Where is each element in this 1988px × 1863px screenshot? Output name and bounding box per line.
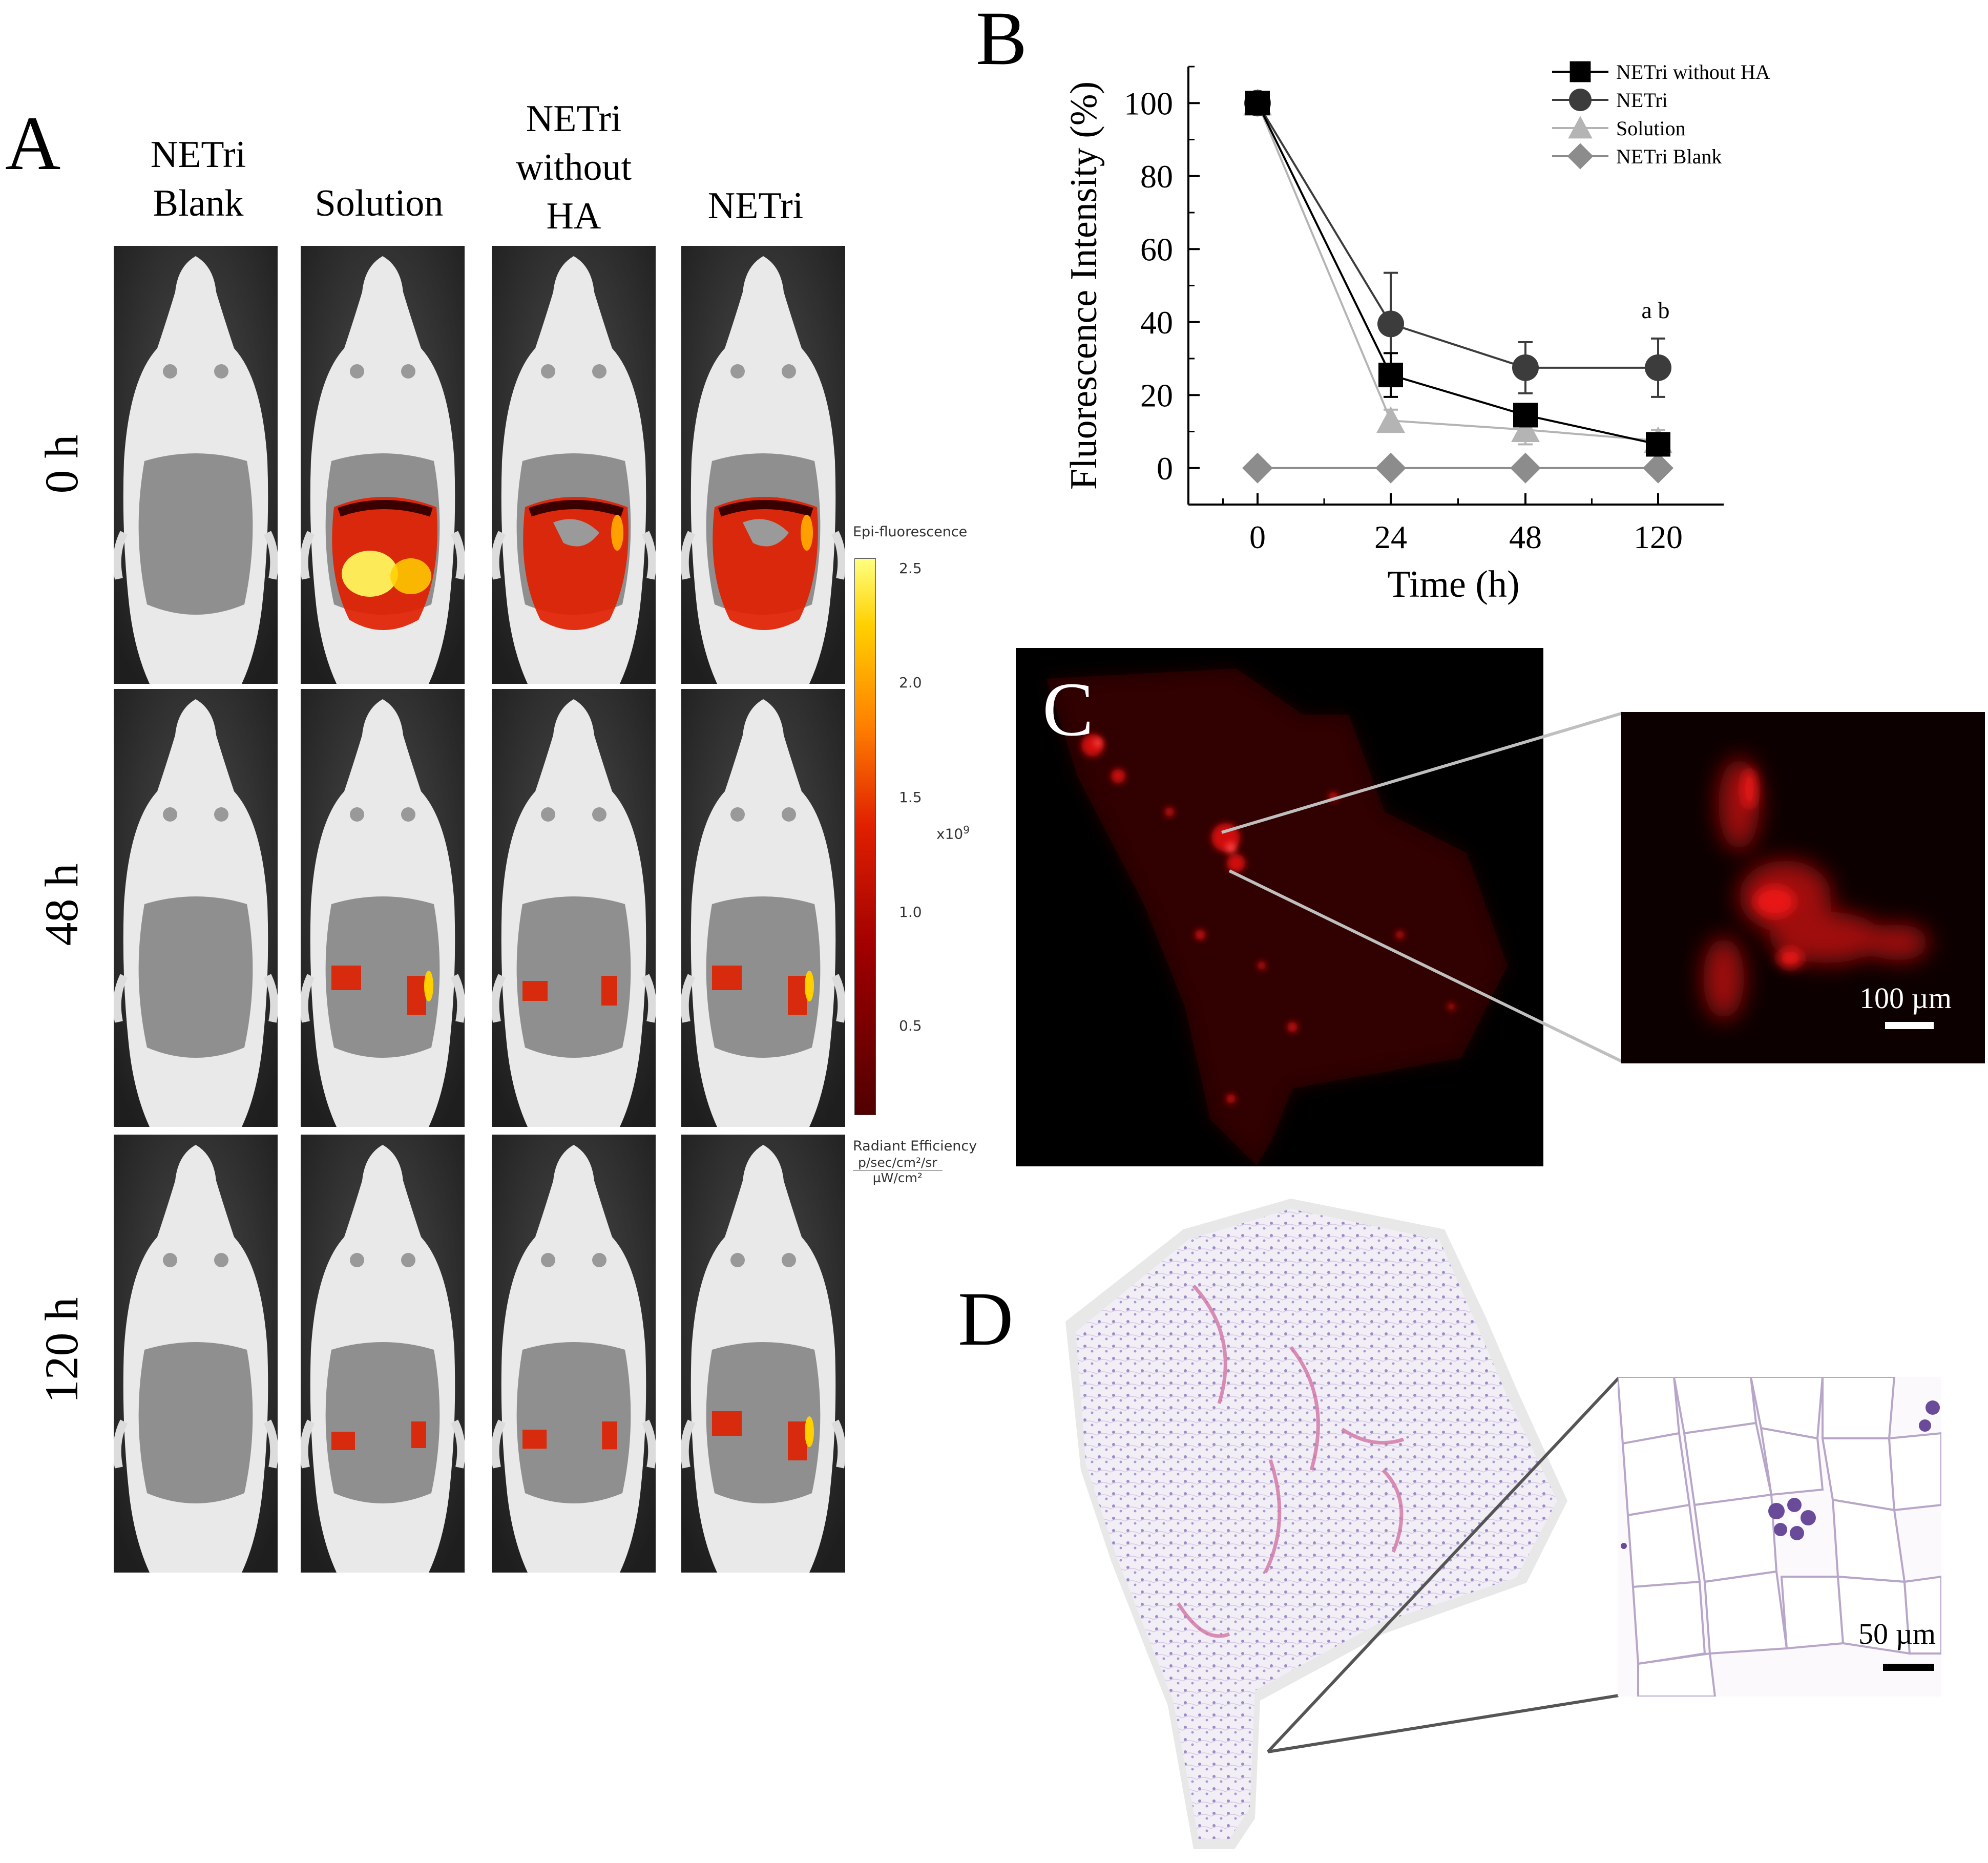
mouse-image: [301, 1135, 465, 1573]
scale-bar-d: [1883, 1664, 1934, 1671]
data-point: [1511, 415, 1540, 442]
y-tick-label: 100: [1124, 85, 1173, 121]
legend-label: NETri: [1616, 89, 1668, 112]
mouse-image: [681, 1135, 845, 1573]
colorbar-unit-title: Radiant Efficiency: [853, 1138, 977, 1154]
column-label-netri-blank: NETri Blank: [150, 134, 246, 224]
series-line: [1257, 102, 1659, 442]
scale-bar-label-c: 100 µm: [1859, 981, 1952, 1015]
mouse-image: [492, 689, 656, 1127]
data-point: [1643, 452, 1673, 484]
column-label-solution: Solution: [315, 182, 444, 224]
colorbar-tick: 1.5: [899, 789, 922, 806]
fluorescence-chart: 0 20 40 60 80 100 0 24 48 120 Time (h) Fluorescence…: [1063, 60, 1770, 605]
y-tick-label: 20: [1140, 377, 1173, 413]
colorbar-tick: 1.0: [899, 904, 922, 920]
panel-label-a: A: [5, 101, 61, 186]
legend-label: Solution: [1616, 117, 1686, 140]
colorbar-tick: 2.5: [899, 560, 922, 577]
mouse-image: [492, 1135, 656, 1573]
data-point: [1646, 432, 1670, 457]
data-point: [1375, 452, 1406, 484]
mouse-image: [681, 689, 845, 1127]
y-axis-label: Fluorescence Intensity (%): [1063, 81, 1105, 490]
y-tick-label: 80: [1140, 158, 1173, 195]
colorbar-tick: 2.0: [899, 674, 922, 691]
data-point: [1378, 363, 1403, 388]
x-axis-label: Time (h): [1387, 563, 1519, 605]
legend-marker: [1570, 61, 1591, 82]
legend-marker: [1567, 143, 1594, 170]
data-point: [1242, 452, 1273, 484]
scale-bar-label-d: 50 µm: [1858, 1617, 1936, 1650]
colorbar-unit: p/sec/cm²/sr µW/cm²: [853, 1155, 943, 1185]
mouse-image: [301, 689, 465, 1127]
data-point: [1377, 310, 1404, 338]
colorbar-tick: 0.5: [899, 1017, 922, 1034]
mouse-image: [114, 689, 278, 1127]
fluorescence-section-image: [1016, 648, 1543, 1166]
mouse-image: [492, 246, 656, 684]
x-tick-label: 48: [1509, 519, 1542, 555]
panel-label-c: C: [1042, 667, 1094, 752]
histology-zoom-image: 50 µm: [1618, 1377, 1941, 1697]
panel-label-d: D: [958, 1276, 1014, 1362]
x-tick-label: 24: [1374, 519, 1407, 555]
column-label-netri-without-ha: NETri without HA: [515, 98, 632, 237]
series-line: [1257, 102, 1659, 446]
significance-annotation: a b: [1642, 297, 1670, 323]
scale-bar-c: [1885, 1022, 1934, 1029]
y-tick-label: 0: [1157, 450, 1173, 487]
colorbar-title: Epi-fluorescence: [853, 524, 968, 540]
data-point: [1510, 452, 1541, 484]
mouse-image: [301, 246, 465, 684]
data-point: [1376, 406, 1405, 433]
column-label-netri: NETri: [707, 185, 804, 227]
legend-label: NETri Blank: [1616, 145, 1722, 168]
series-line: [1257, 102, 1658, 369]
panel-label-b: B: [976, 0, 1028, 81]
y-tick-label: 60: [1140, 231, 1173, 267]
mouse-image: [681, 246, 845, 684]
colorbar-gradient: [854, 558, 876, 1115]
colorbar-multiplier: x109: [936, 824, 970, 843]
data-point: [1245, 91, 1270, 116]
x-tick-label: 0: [1249, 519, 1266, 555]
y-tick-label: 40: [1140, 304, 1173, 341]
data-point: [1645, 354, 1671, 381]
x-tick-label: 120: [1634, 519, 1683, 555]
mouse-image: [114, 246, 278, 684]
legend-label: NETri without HA: [1616, 60, 1770, 83]
legend-marker: [1568, 116, 1593, 139]
data-point: [1513, 403, 1538, 428]
fluorescence-zoom-image: 100 µm: [1621, 712, 1985, 1063]
data-point: [1512, 354, 1539, 381]
legend-marker: [1568, 88, 1592, 112]
histology-section-image: [1024, 1183, 1578, 1859]
mouse-image: [114, 1135, 278, 1573]
